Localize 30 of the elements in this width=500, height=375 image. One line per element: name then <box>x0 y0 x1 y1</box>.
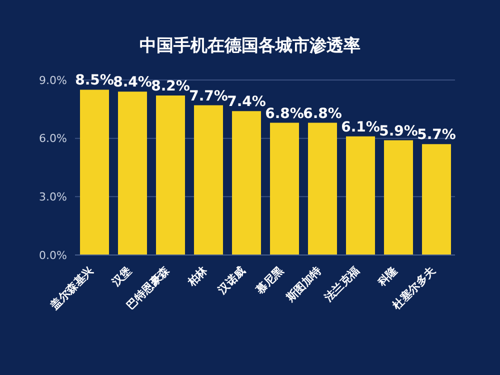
bar <box>422 144 451 255</box>
chart-title: 中国手机在德国各城市渗透率 <box>138 35 362 57</box>
x-tick-label: 科隆 <box>374 264 400 290</box>
bar <box>194 105 223 255</box>
data-label: 6.8% <box>303 106 342 122</box>
y-tick-label: 6.0% <box>39 132 67 146</box>
data-label: 8.4% <box>113 74 152 91</box>
y-tick-label: 9.0% <box>39 74 67 87</box>
data-label: 5.9% <box>379 123 418 140</box>
bar <box>346 136 375 255</box>
bar <box>156 96 185 255</box>
x-tick-label: 盖尔森基兴 <box>48 264 96 312</box>
data-label: 6.8% <box>265 106 304 122</box>
data-label: 7.4% <box>227 94 266 110</box>
x-tick-label: 柏林 <box>184 263 211 290</box>
bar <box>384 140 413 255</box>
bar <box>232 111 261 255</box>
y-tick-label: 3.0% <box>39 190 67 204</box>
data-label: 7.7% <box>189 88 228 104</box>
data-label: 6.1% <box>341 119 380 136</box>
bar <box>308 122 337 255</box>
x-tick-label: 汉诺威 <box>214 264 248 298</box>
x-tick-label: 汉堡 <box>108 264 134 290</box>
bar <box>270 122 299 255</box>
data-label: 5.7% <box>417 127 456 144</box>
bar <box>118 92 147 255</box>
y-tick-label: 0.0% <box>39 248 67 262</box>
data-label: 8.2% <box>151 78 190 95</box>
bar <box>80 90 109 255</box>
data-label: 8.5% <box>75 72 114 89</box>
